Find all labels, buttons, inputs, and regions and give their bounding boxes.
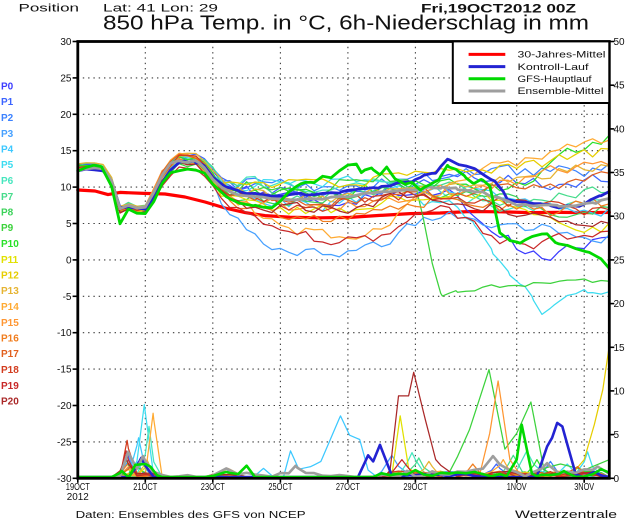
svg-text:-25: -25 — [57, 437, 72, 448]
svg-text:30-Jahres-Mittel: 30-Jahres-Mittel — [518, 50, 606, 61]
svg-text:21OCT: 21OCT — [133, 482, 157, 493]
svg-text:P3: P3 — [1, 129, 14, 140]
svg-text:P19: P19 — [1, 381, 19, 392]
svg-text:25OCT: 25OCT — [268, 482, 292, 493]
svg-text:40: 40 — [614, 124, 625, 135]
svg-text:-15: -15 — [57, 365, 72, 376]
svg-text:P12: P12 — [1, 271, 19, 282]
svg-text:-20: -20 — [57, 401, 72, 412]
svg-text:Position: Position — [19, 3, 80, 15]
svg-text:P4: P4 — [1, 145, 14, 156]
svg-text:27OCT: 27OCT — [336, 482, 360, 493]
svg-text:P13: P13 — [1, 286, 19, 297]
svg-text:P6: P6 — [1, 176, 14, 187]
svg-text:29OCT: 29OCT — [403, 482, 427, 493]
svg-text:25: 25 — [60, 73, 72, 84]
svg-text:Ensemble-Mittel: Ensemble-Mittel — [518, 86, 604, 97]
svg-text:30: 30 — [614, 212, 625, 223]
svg-text:Daten: Ensembles des GFS von N: Daten: Ensembles des GFS von NCEP — [76, 510, 306, 521]
svg-text:P9: P9 — [1, 223, 14, 234]
svg-text:P8: P8 — [1, 208, 14, 219]
svg-text:-5: -5 — [63, 292, 72, 303]
svg-text:10: 10 — [614, 386, 625, 397]
svg-text:15: 15 — [614, 343, 625, 354]
svg-text:5: 5 — [614, 430, 620, 441]
svg-text:P7: P7 — [1, 192, 14, 203]
svg-text:3NOV: 3NOV — [574, 482, 594, 493]
svg-text:20: 20 — [614, 299, 625, 310]
svg-text:GFS-Hauptlauf: GFS-Hauptlauf — [518, 74, 592, 85]
svg-text:P10: P10 — [1, 239, 19, 250]
svg-text:P15: P15 — [1, 318, 19, 329]
svg-text:10: 10 — [60, 183, 72, 194]
svg-text:0: 0 — [614, 474, 620, 485]
svg-text:15: 15 — [60, 146, 72, 157]
svg-text:P14: P14 — [1, 302, 19, 313]
svg-text:850 hPa Temp. in °C, 6h-Nieder: 850 hPa Temp. in °C, 6h-Niederschlag in … — [103, 13, 589, 35]
svg-text:P18: P18 — [1, 365, 19, 376]
svg-text:2012: 2012 — [67, 492, 89, 503]
svg-text:P5: P5 — [1, 160, 14, 171]
svg-text:45: 45 — [614, 81, 625, 92]
svg-text:P20: P20 — [1, 397, 19, 408]
svg-text:-10: -10 — [57, 328, 72, 339]
svg-text:1NOV: 1NOV — [507, 482, 527, 493]
svg-text:Kontroll-Lauf: Kontroll-Lauf — [518, 62, 589, 73]
svg-text:P2: P2 — [1, 113, 14, 124]
svg-text:50: 50 — [614, 37, 625, 48]
svg-text:0: 0 — [66, 255, 72, 266]
svg-text:35: 35 — [614, 168, 625, 179]
svg-text:P11: P11 — [1, 255, 19, 266]
svg-text:23OCT: 23OCT — [201, 482, 225, 493]
svg-text:Wetterzentrale: Wetterzentrale — [515, 509, 617, 521]
svg-text:20: 20 — [60, 110, 72, 121]
svg-text:30: 30 — [60, 37, 72, 48]
svg-text:P1: P1 — [1, 97, 14, 108]
svg-text:P0: P0 — [1, 82, 14, 93]
svg-text:5: 5 — [66, 219, 72, 230]
svg-text:P17: P17 — [1, 349, 19, 360]
svg-text:P16: P16 — [1, 334, 19, 345]
svg-text:25: 25 — [614, 255, 625, 266]
